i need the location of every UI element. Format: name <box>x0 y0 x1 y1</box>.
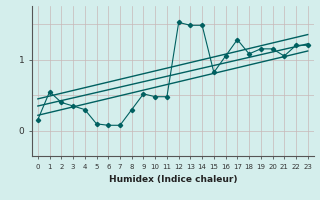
X-axis label: Humidex (Indice chaleur): Humidex (Indice chaleur) <box>108 175 237 184</box>
